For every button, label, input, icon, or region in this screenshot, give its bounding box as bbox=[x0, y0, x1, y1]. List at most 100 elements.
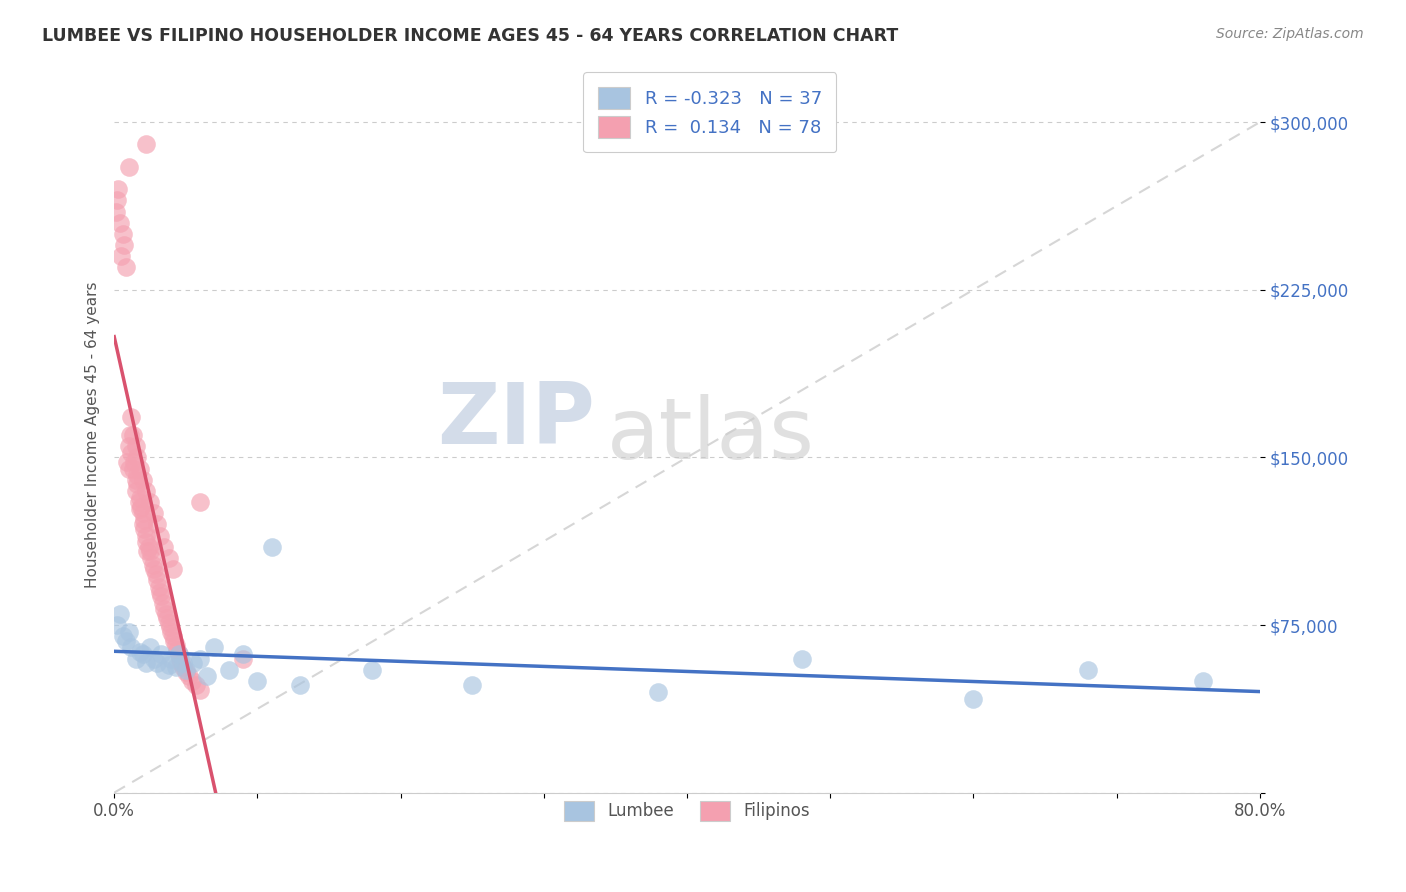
Point bbox=[117, 461, 139, 475]
Point bbox=[124, 483, 146, 498]
Point bbox=[128, 495, 150, 509]
Point bbox=[166, 642, 188, 657]
Point bbox=[962, 691, 984, 706]
Point bbox=[153, 663, 176, 677]
Point bbox=[162, 562, 184, 576]
Point bbox=[174, 663, 197, 677]
Point bbox=[135, 528, 157, 542]
Point bbox=[165, 660, 187, 674]
Point bbox=[169, 651, 191, 665]
Point bbox=[108, 607, 131, 621]
Point bbox=[174, 665, 197, 679]
Point bbox=[461, 678, 484, 692]
Point bbox=[162, 629, 184, 643]
Point bbox=[135, 137, 157, 152]
Point bbox=[149, 584, 172, 599]
Text: atlas: atlas bbox=[607, 393, 815, 476]
Point bbox=[159, 620, 181, 634]
Point bbox=[127, 477, 149, 491]
Point bbox=[117, 439, 139, 453]
Point bbox=[114, 260, 136, 275]
Point bbox=[121, 461, 143, 475]
Point bbox=[172, 660, 194, 674]
Point bbox=[195, 669, 218, 683]
Point bbox=[188, 651, 211, 665]
Point bbox=[163, 633, 186, 648]
Point bbox=[1191, 673, 1213, 688]
Point bbox=[124, 473, 146, 487]
Point bbox=[115, 455, 138, 469]
Point bbox=[204, 640, 226, 655]
Point bbox=[1077, 663, 1099, 677]
Point bbox=[188, 495, 211, 509]
Point bbox=[120, 446, 142, 460]
Point bbox=[132, 506, 155, 520]
Point bbox=[129, 491, 152, 505]
Point bbox=[156, 611, 179, 625]
Point bbox=[127, 468, 149, 483]
Point bbox=[152, 596, 174, 610]
Text: ZIP: ZIP bbox=[437, 379, 595, 462]
Point bbox=[117, 160, 139, 174]
Point bbox=[160, 651, 183, 665]
Point bbox=[232, 647, 254, 661]
Point bbox=[167, 647, 190, 661]
Point bbox=[172, 656, 194, 670]
Point bbox=[139, 544, 162, 558]
Point bbox=[167, 647, 190, 661]
Point bbox=[138, 540, 160, 554]
Point bbox=[181, 656, 204, 670]
Text: Source: ZipAtlas.com: Source: ZipAtlas.com bbox=[1216, 27, 1364, 41]
Point bbox=[135, 483, 157, 498]
Point bbox=[105, 618, 128, 632]
Point bbox=[157, 615, 180, 630]
Point bbox=[132, 473, 155, 487]
Point bbox=[131, 500, 153, 514]
Point bbox=[246, 673, 269, 688]
Point bbox=[134, 513, 156, 527]
Point bbox=[135, 656, 157, 670]
Point bbox=[177, 669, 200, 683]
Point bbox=[135, 535, 157, 549]
Point bbox=[153, 602, 176, 616]
Point bbox=[118, 428, 141, 442]
Point bbox=[157, 551, 180, 566]
Point bbox=[150, 589, 173, 603]
Text: LUMBEE VS FILIPINO HOUSEHOLDER INCOME AGES 45 - 64 YEARS CORRELATION CHART: LUMBEE VS FILIPINO HOUSEHOLDER INCOME AG… bbox=[42, 27, 898, 45]
Point bbox=[146, 574, 169, 588]
Point bbox=[141, 551, 163, 566]
Point bbox=[153, 540, 176, 554]
Point bbox=[146, 656, 169, 670]
Point bbox=[129, 645, 152, 659]
Point bbox=[129, 461, 152, 475]
Point bbox=[122, 455, 145, 469]
Point bbox=[290, 678, 312, 692]
Point bbox=[114, 633, 136, 648]
Point bbox=[134, 522, 156, 536]
Point bbox=[142, 558, 165, 572]
Point bbox=[121, 428, 143, 442]
Point bbox=[107, 182, 129, 196]
Point bbox=[188, 682, 211, 697]
Point bbox=[145, 566, 167, 581]
Point bbox=[232, 651, 254, 665]
Point bbox=[108, 216, 131, 230]
Point bbox=[105, 194, 128, 208]
Point bbox=[260, 540, 283, 554]
Point bbox=[150, 647, 173, 661]
Point bbox=[132, 647, 155, 661]
Point bbox=[143, 562, 166, 576]
Point bbox=[127, 450, 149, 465]
Point bbox=[120, 410, 142, 425]
Point bbox=[184, 678, 207, 692]
Point bbox=[112, 238, 135, 252]
Point bbox=[218, 663, 240, 677]
Point bbox=[143, 506, 166, 520]
Point bbox=[170, 656, 193, 670]
Point bbox=[157, 658, 180, 673]
Point bbox=[146, 517, 169, 532]
Point bbox=[124, 439, 146, 453]
Point bbox=[160, 624, 183, 639]
Point bbox=[120, 640, 142, 655]
Point bbox=[148, 580, 170, 594]
